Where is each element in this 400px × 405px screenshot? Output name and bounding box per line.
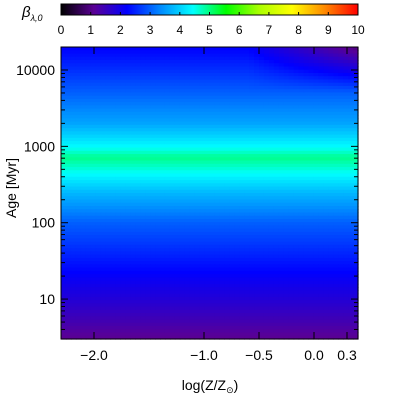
colorbar-tick-label: 1 xyxy=(87,23,94,37)
colorbar-ticks: 0 1 2 3 4 5 6 7 8 9 10 xyxy=(58,12,365,37)
colorbar-tick-label: 3 xyxy=(147,23,154,37)
colorbar-tick-label: 6 xyxy=(236,23,243,37)
colorbar-tick-label: 4 xyxy=(176,23,183,37)
colorbar-label-main: β xyxy=(21,4,31,21)
colorbar-tick-label: 9 xyxy=(325,23,332,37)
heatmap-cells xyxy=(61,47,359,340)
colorbar-label: βλ,0 xyxy=(21,4,43,23)
colorbar-tick-label: 5 xyxy=(206,23,213,37)
colorbar-tick-label: 2 xyxy=(117,23,124,37)
colorbar-tick-label: 7 xyxy=(266,23,273,37)
colorbar-label-sub: λ,0 xyxy=(30,13,43,23)
colorbar-tick-label: 8 xyxy=(295,23,302,37)
colorbar-tick-label: 0 xyxy=(58,23,65,37)
colorbar-tick-label: 10 xyxy=(351,23,365,37)
colorbar: 0 1 2 3 4 5 6 7 8 9 10 βλ,0 xyxy=(21,4,365,37)
